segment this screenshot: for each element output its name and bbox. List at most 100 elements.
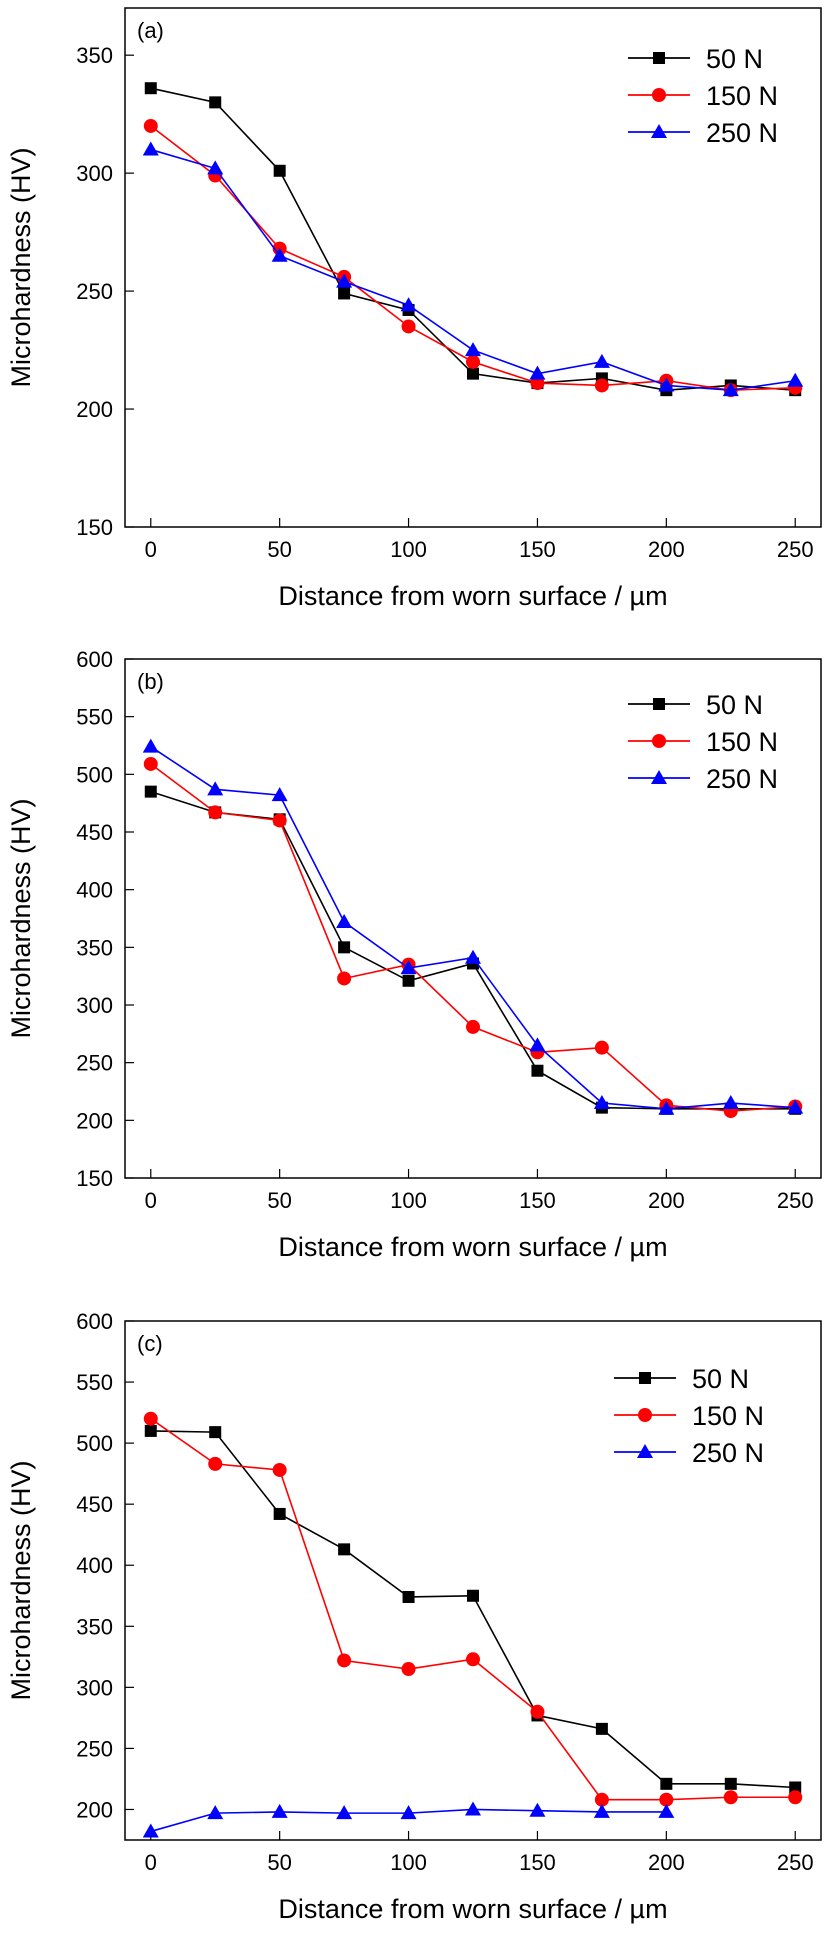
- data-point: [593, 1803, 610, 1818]
- y-tick-label: 200: [76, 397, 113, 422]
- data-point: [401, 1662, 416, 1677]
- y-tick-label: 300: [76, 161, 113, 186]
- legend-marker: [653, 698, 665, 710]
- x-tick-label: 250: [777, 1850, 814, 1875]
- legend: 50 N 150 N 250 N: [614, 1364, 764, 1468]
- y-tick-label: 450: [76, 1492, 113, 1517]
- data-point: [660, 1777, 673, 1790]
- data-point: [722, 1095, 739, 1110]
- x-tick-label: 0: [145, 1188, 157, 1213]
- data-point: [209, 96, 222, 109]
- plot-frame: [124, 658, 822, 1179]
- data-point: [658, 377, 675, 392]
- series-line-150n: [150, 1418, 796, 1801]
- plot-frame: [124, 7, 822, 528]
- data-point: [466, 1019, 480, 1034]
- data-point: [336, 1805, 353, 1820]
- x-tick-label: 150: [519, 537, 556, 562]
- data-point: [336, 273, 353, 288]
- x-tick-label: 150: [519, 1850, 556, 1875]
- x-tick-label: 250: [777, 1188, 814, 1213]
- data-point: [271, 1803, 288, 1818]
- data-point: [208, 1456, 223, 1471]
- data-point: [337, 971, 352, 986]
- data-point: [338, 1543, 351, 1556]
- data-point: [787, 372, 804, 387]
- y-tick-label: 250: [76, 1736, 113, 1761]
- data-point: [207, 781, 224, 796]
- legend-label: 150 N: [692, 1401, 764, 1431]
- legend-marker: [639, 1372, 651, 1384]
- data-point: [594, 1040, 609, 1055]
- y-tick-label: 350: [76, 43, 113, 68]
- y-tick-label: 300: [76, 1675, 113, 1700]
- data-point: [400, 960, 417, 975]
- x-tick-label: 0: [145, 537, 157, 562]
- y-tick-label: 600: [76, 1309, 113, 1334]
- data-point: [207, 1805, 224, 1820]
- x-tick-label: 200: [648, 1850, 685, 1875]
- legend-label: 250 N: [706, 764, 778, 794]
- data-point: [143, 1411, 158, 1426]
- legend-label: 50 N: [706, 44, 763, 74]
- data-point: [529, 1802, 546, 1817]
- data-point: [272, 1462, 287, 1477]
- data-point: [530, 1704, 545, 1719]
- y-axis-label: Microhardness (HV): [6, 798, 36, 1038]
- data-point: [144, 1424, 157, 1437]
- x-tick-label: 100: [390, 1188, 427, 1213]
- x-tick-label: 100: [390, 537, 427, 562]
- data-point: [401, 319, 416, 334]
- y-tick-label: 250: [76, 1051, 113, 1076]
- data-point: [209, 1426, 222, 1439]
- y-tick-label: 450: [76, 820, 113, 845]
- x-tick-label: 0: [145, 1850, 157, 1875]
- data-point: [594, 1792, 609, 1807]
- legend-marker: [651, 770, 667, 784]
- legend: 50 N 150 N 250 N: [628, 44, 778, 148]
- y-tick-label: 150: [76, 1166, 113, 1191]
- y-tick-label: 350: [76, 935, 113, 960]
- data-point: [787, 1099, 804, 1114]
- y-tick-label: 400: [76, 878, 113, 903]
- y-tick-label: 200: [76, 1108, 113, 1133]
- data-point: [144, 82, 157, 95]
- data-point: [143, 756, 158, 771]
- data-point: [593, 353, 610, 368]
- y-tick-label: 550: [76, 1370, 113, 1395]
- panel-label: (c): [137, 1331, 163, 1356]
- data-point: [593, 1095, 610, 1110]
- data-point: [400, 297, 417, 312]
- data-point: [336, 913, 353, 928]
- x-axis-label: Distance from worn surface / µm: [278, 581, 667, 611]
- panel-label: (a): [137, 18, 164, 43]
- x-tick-label: 200: [648, 1188, 685, 1213]
- x-tick-label: 250: [777, 537, 814, 562]
- data-point: [142, 141, 159, 156]
- data-point: [595, 1722, 608, 1735]
- data-point: [400, 1805, 417, 1820]
- legend-marker: [652, 734, 666, 748]
- legend-marker: [638, 1408, 652, 1422]
- panel-label: (b): [137, 669, 164, 694]
- panel-1: 150 200 250 300 350 400 450 500 550 600 0 50 100 150 2…: [6, 647, 822, 1262]
- y-tick-label: 550: [76, 705, 113, 730]
- data-point: [273, 164, 286, 177]
- x-tick-label: 150: [519, 1188, 556, 1213]
- data-point: [465, 342, 481, 357]
- y-tick-label: 400: [76, 1553, 113, 1578]
- series-line-150n: [150, 763, 796, 1112]
- y-tick-label: 150: [76, 515, 113, 540]
- data-point: [529, 365, 546, 380]
- y-tick-label: 600: [76, 647, 113, 672]
- series-line-250n: [150, 745, 796, 1110]
- y-tick-label: 350: [76, 1614, 113, 1639]
- y-tick-label: 500: [76, 1431, 113, 1456]
- data-point: [658, 1803, 675, 1818]
- x-axis-label: Distance from worn surface / µm: [278, 1894, 667, 1924]
- data-point: [466, 354, 480, 369]
- panel-2: 200 250 300 350 400 450 500 550 600 0 50 100 150 200 2…: [6, 1309, 822, 1924]
- legend: 50 N 150 N 250 N: [628, 690, 778, 794]
- data-point: [659, 1792, 674, 1807]
- data-point: [788, 1790, 803, 1805]
